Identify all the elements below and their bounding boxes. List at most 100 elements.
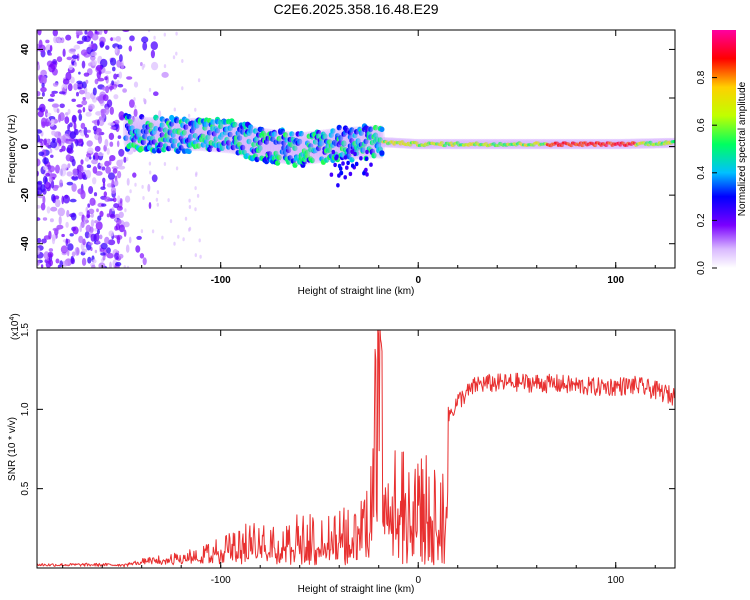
signal-cell	[148, 122, 154, 129]
signal-cell	[143, 128, 149, 135]
x-tick-label: 100	[607, 275, 624, 286]
spectrogram-noise-cell	[65, 221, 69, 228]
spectrogram-noise-cell	[80, 122, 86, 130]
spectrogram-noise-cell	[43, 235, 51, 240]
spectrogram-noise-cell	[40, 69, 47, 77]
spectrogram-axes: -100 0 100 -40 -20 0 20 40	[20, 30, 675, 286]
spectrogram-noise-cell	[196, 193, 200, 198]
spectrogram-noise-cell	[96, 127, 102, 136]
spectrogram-noise-cell	[67, 243, 74, 251]
spectrogram-noise-cell	[76, 80, 83, 85]
spectrogram-noise-cell	[45, 39, 50, 44]
signal-cell	[349, 127, 355, 133]
spectrogram-noise-cell	[67, 144, 73, 154]
signal-cell	[135, 128, 142, 135]
spectrogram-noise-cell	[49, 259, 53, 267]
spectrogram-noise-cell	[62, 48, 66, 57]
spectrogram-noise-cell	[105, 166, 111, 174]
spectrogram-noise-cell	[105, 45, 110, 50]
spectrogram-noise-cell	[94, 220, 99, 224]
spectrogram-noise-cell	[156, 202, 159, 207]
snr-frame	[36, 329, 676, 569]
spectrogram-noise-cell	[139, 253, 145, 259]
spectrogram-noise-cell	[57, 264, 61, 268]
spectrogram-noise-cell	[111, 206, 115, 212]
spectrogram-noise-cell	[194, 186, 197, 191]
spectrogram-noise-cell	[175, 31, 178, 36]
signal-cell	[371, 152, 377, 159]
spectrogram-noise-cell	[55, 258, 60, 264]
spectrogram-noise-cell	[153, 91, 159, 96]
spectrogram-noise-cell	[85, 224, 92, 233]
spectrogram-noise-cell	[111, 179, 115, 189]
spectrogram-noise-cell	[92, 259, 97, 264]
spectrogram-noise-cell	[59, 103, 65, 109]
spectrogram-noise-cell	[102, 177, 106, 183]
spectrogram-noise-cell	[101, 86, 109, 91]
spectrogram-noise-cell	[49, 45, 53, 52]
spectrogram-noise-cell	[134, 182, 137, 187]
spectrogram-noise-cell	[42, 217, 48, 221]
spectrogram-noise-cell	[37, 110, 44, 118]
spectrogram-noise-cell	[45, 172, 51, 177]
spectrogram-noise-cell	[65, 140, 73, 145]
spectrogram-noise-cell	[37, 217, 41, 221]
spectrogram-noise-cell	[118, 111, 125, 120]
signal-cell	[350, 163, 355, 168]
chart-title: C2E6.2025.358.16.48.E29	[273, 1, 438, 17]
spectrogram-noise-cell	[86, 129, 91, 133]
spectrogram-noise-cell	[47, 98, 55, 102]
signal-cell	[341, 161, 345, 166]
spectrogram-noise-cell	[79, 225, 82, 233]
spectrogram-noise-cell	[61, 163, 68, 171]
colorbar-ticks: 0.0 0.2 0.4 0.6 0.8	[696, 70, 717, 275]
spectrogram-noise-cell	[65, 238, 69, 247]
spectrogram-noise-cell	[90, 219, 95, 227]
spectrogram-noise-cell	[64, 116, 70, 124]
spectrogram-noise-cell	[88, 103, 95, 110]
spectrogram-noise-cell	[87, 256, 92, 264]
spectrogram-noise-cell	[77, 109, 82, 114]
spectrogram-noise-cell	[104, 76, 108, 81]
spectrogram-noise-cell	[188, 198, 191, 203]
spectrogram-noise-cell	[82, 106, 86, 113]
spectrogram-noise-cell	[89, 197, 96, 206]
spectrogram-noise-cell	[90, 233, 96, 242]
spectrogram-noise-cell	[106, 147, 110, 155]
spectrogram-plot	[37, 30, 675, 268]
signal-cell	[338, 135, 344, 141]
signal-cell	[183, 124, 189, 130]
spectrogram-noise-cell	[184, 216, 188, 221]
spectrogram-noise-cell	[156, 190, 160, 195]
spectrogram-noise-cell	[198, 238, 201, 243]
spectrogram-noise-cell	[56, 108, 60, 114]
spectrogram-noise-cell	[94, 78, 99, 85]
spectrogram-noise-cell	[126, 157, 129, 162]
spectrogram-noise-cell	[37, 158, 41, 167]
spectrogram-noise-cell	[50, 140, 58, 149]
spectrogram-noise-cell	[100, 252, 106, 256]
spectrogram-noise-cell	[60, 245, 68, 254]
spectrogram-noise-cell	[50, 154, 54, 158]
signal-cell	[279, 128, 285, 135]
spectrogram-noise-cell	[108, 230, 114, 237]
signal-cell	[159, 116, 165, 122]
spectrogram-noise-cell	[73, 122, 77, 131]
signal-cell	[192, 133, 198, 139]
spectrogram-noise-cell	[87, 242, 93, 246]
spectrogram-noise-cell	[98, 116, 102, 121]
spectrogram-noise-cell	[85, 79, 89, 84]
spectrogram-noise-cell	[40, 202, 46, 211]
signal-cell	[360, 147, 366, 153]
spectrogram-noise-cell	[140, 229, 144, 234]
spectrogram-noise-cell	[150, 41, 158, 50]
signal-cell	[327, 147, 333, 153]
spectrogram-noise-cell	[103, 30, 108, 35]
x-tick-label: 0	[415, 275, 421, 286]
signal-cell	[207, 129, 213, 136]
spectrogram-noise-cell	[136, 235, 142, 240]
spectrogram-noise-cell	[104, 196, 111, 202]
spectrogram-noise-cell	[86, 210, 90, 219]
spectrogram-noise-cell	[112, 197, 117, 203]
signal-cell	[248, 124, 254, 130]
